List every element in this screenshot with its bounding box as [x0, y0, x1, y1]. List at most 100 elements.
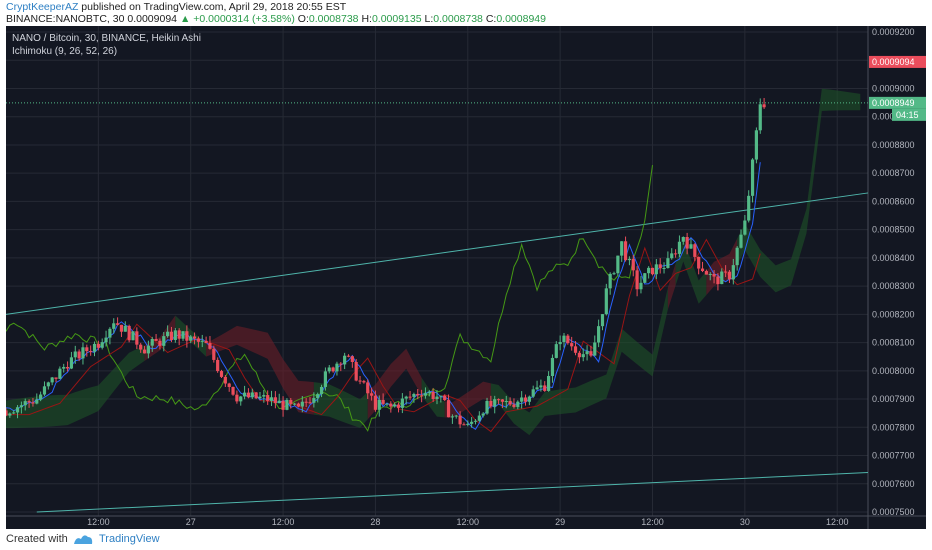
candle-down [570, 343, 574, 347]
candle-down [704, 271, 708, 275]
chart-legend: NANO / Bitcoin, 30, BINANCE, Heikin Ashi… [12, 32, 201, 58]
publish-line: CryptKeeperAZ published on TradingView.c… [6, 1, 346, 13]
candle-up [316, 394, 320, 399]
candle-up [681, 237, 685, 242]
y-tick-label: 0.0009200 [872, 27, 915, 37]
candle-up [666, 258, 670, 268]
countdown-tag [892, 108, 926, 121]
high-label: H: [361, 13, 372, 25]
candle-up [604, 288, 608, 315]
candle-down [54, 377, 58, 379]
tradingview-brand[interactable]: TradingView [99, 533, 160, 545]
candle-down [192, 336, 197, 339]
candle-down [458, 415, 462, 425]
candlestick-chart[interactable]: 0.00092000.00091000.00090000.00089000.00… [6, 26, 926, 529]
indicator-title[interactable]: Ichimoku (9, 26, 52, 26) [12, 46, 118, 57]
candle-down [350, 356, 354, 362]
candle-up [100, 342, 104, 348]
candle-down [462, 424, 466, 426]
y-tick-label: 0.0009000 [872, 83, 915, 93]
candle-up [485, 400, 489, 414]
candle-up [58, 368, 62, 379]
candle-up [19, 405, 23, 408]
candle-down [685, 237, 689, 249]
candle-down [496, 399, 501, 401]
candle-down [673, 253, 678, 255]
candle-down [223, 376, 227, 384]
candle-up [539, 385, 543, 388]
high-price-label: 0.0009094 [872, 57, 915, 67]
candle-down [362, 381, 366, 383]
candle-down [89, 351, 93, 353]
y-tick-label: 0.0008100 [872, 338, 915, 348]
open-label: O: [297, 13, 309, 25]
candle-up [393, 404, 397, 407]
candle-down [127, 325, 131, 341]
candle-up [327, 367, 331, 372]
candle-down [443, 395, 447, 401]
candle-up [150, 338, 154, 346]
candle-up [473, 420, 478, 422]
candle-down [389, 403, 393, 407]
candle-up [42, 386, 47, 395]
author-link[interactable]: CryptKeeperAZ [6, 1, 79, 13]
candle-down [512, 404, 516, 407]
candle-up [343, 355, 347, 365]
candle-up [708, 273, 712, 275]
countdown-label: 04:15 [896, 110, 919, 120]
candle-down [254, 392, 258, 399]
candle-up [612, 273, 616, 275]
candle-up [647, 267, 651, 274]
candle-down [589, 351, 593, 356]
candle-down [712, 273, 716, 277]
candle-up [554, 344, 558, 358]
candle-down [700, 268, 705, 272]
chart-area[interactable]: 0.00092000.00091000.00090000.00089000.00… [6, 26, 926, 529]
candle-up [262, 395, 266, 397]
candle-down [31, 402, 35, 404]
low-label: L: [424, 13, 434, 25]
candle-down [369, 393, 374, 396]
x-tick-label: 27 [186, 517, 196, 527]
last-price: 0.0009094 [127, 13, 178, 25]
candle-up [597, 326, 601, 343]
candle-up [639, 282, 643, 290]
candle-up [616, 255, 620, 274]
candle-down [623, 241, 628, 261]
candle-up [731, 265, 735, 280]
candle-down [85, 347, 89, 352]
candle-up [754, 130, 759, 160]
candle-down [158, 340, 162, 346]
candle-down [196, 338, 201, 342]
candle-down [304, 401, 308, 403]
symbol-label: BINANCE:NANOBTC, 30 [6, 13, 125, 25]
candle-down [185, 331, 189, 341]
candle-down [631, 258, 635, 271]
footer: Created with TradingView [0, 529, 932, 550]
candle-down [231, 386, 235, 395]
candle-down [577, 352, 581, 358]
candle-up [242, 392, 247, 397]
candle-down [446, 400, 451, 418]
candle-up [593, 342, 597, 356]
tradingview-logo-icon[interactable] [72, 532, 94, 549]
candle-down [658, 264, 662, 269]
candle-up [608, 273, 612, 289]
candle-up [173, 330, 177, 341]
y-tick-label: 0.0008600 [872, 196, 915, 206]
y-tick-label: 0.0008400 [872, 253, 915, 263]
candle-up [743, 220, 747, 235]
candle-up [750, 159, 755, 196]
candle-up [531, 389, 535, 397]
candle-up [323, 371, 328, 387]
candle-up [516, 401, 520, 407]
candle-up [108, 328, 112, 338]
candle-up [450, 416, 454, 418]
candle-down [115, 323, 120, 325]
candle-down [650, 267, 655, 275]
candle-up [285, 399, 289, 410]
candle-down [204, 340, 208, 344]
candle-up [404, 396, 408, 399]
candle-up [423, 393, 428, 396]
close-label: C: [485, 13, 497, 25]
